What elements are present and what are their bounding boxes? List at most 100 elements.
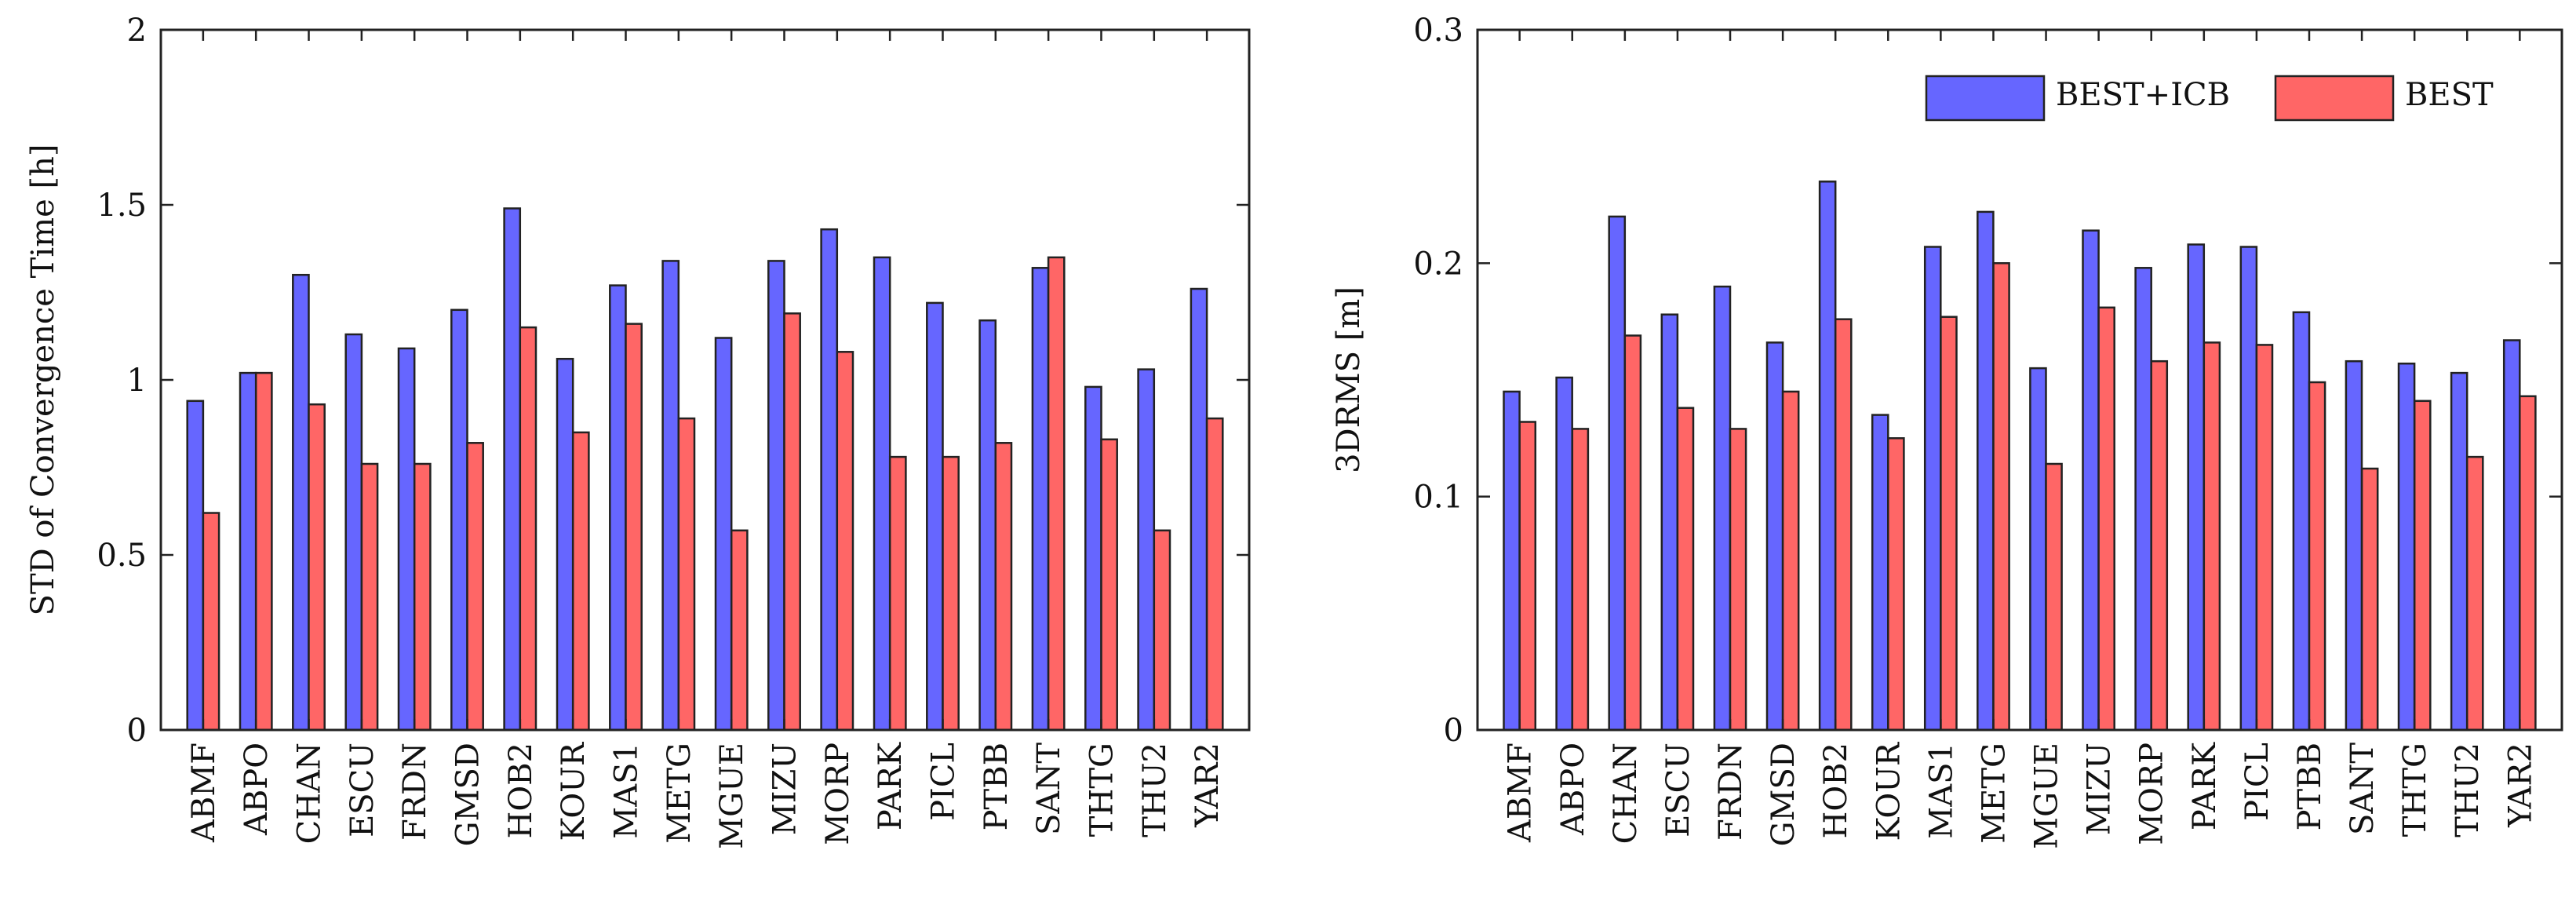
x-tick-label-thu2: THU2 [2450, 743, 2486, 837]
bar-best-picl [2255, 344, 2274, 732]
x-tick-label-sant: SANT [1031, 743, 1067, 835]
axes-frame [1476, 28, 2563, 732]
bar-best-icb-frdn [1713, 285, 1732, 732]
x-tick-label-chan: CHAN [292, 743, 328, 844]
bar-best-icb-morp [2134, 267, 2152, 732]
x-tick-label-thtg: THTG [1084, 743, 1120, 837]
bar-best-gmsd [1781, 390, 1800, 732]
x-tick-label-mizu: MIZU [767, 743, 803, 835]
bar-best-metg [677, 417, 696, 732]
bar-best-icb-kour [556, 357, 574, 732]
x-tick-label-mas1: MAS1 [1923, 743, 1959, 839]
drms-chart: ABMF ABPO CHAN ESCU FRDN GMSD HOB2 KOUR MAS1 METG… [1331, 13, 2563, 849]
bar-best-icb-picl [2239, 246, 2258, 732]
y-axis-title: 3DRMS [m] [1331, 286, 1367, 473]
legend-swatch-best-icb [1925, 75, 2046, 122]
bar-best-abmf [1518, 421, 1537, 732]
bar-best-icb-hob2 [1818, 181, 1837, 732]
bar-best-icb-mizu [767, 260, 785, 732]
bar-best-metg [1992, 262, 2010, 732]
y-tick-label: 0 [127, 713, 147, 749]
bar-best-gmsd [466, 442, 484, 732]
legend-swatch-best [2274, 75, 2395, 122]
y-tick-label: 0.2 [1413, 246, 1463, 282]
bar-best-mgue [2045, 462, 2063, 732]
legend-label-best-icb: BEST+ICB [2056, 77, 2230, 113]
bar-best-icb-abpo [239, 371, 257, 732]
bar-best-picl [942, 455, 960, 732]
x-tick-label-metg: METG [661, 743, 698, 844]
bar-best-chan [308, 403, 326, 732]
x-tick-label-abmf: ABMF [1503, 743, 1539, 843]
bar-best-escu [360, 462, 379, 732]
bar-best-chan [1623, 334, 1642, 732]
bar-best-icb-escu [1660, 313, 1679, 732]
x-tick-label-picl: PICL [2239, 743, 2275, 821]
x-tick-label-yar2: YAR2 [1190, 743, 1226, 828]
bar-best-icb-thtg [1084, 385, 1102, 732]
bar-best-icb-thtg [2397, 362, 2416, 732]
bar-best-mas1 [625, 323, 643, 732]
bar-best-frdn [1729, 428, 1747, 732]
x-tick-label-sant: SANT [2345, 743, 2381, 835]
bar-best-icb-metg [661, 260, 680, 732]
convergence-time-chart: ABMF ABPO CHAN ESCU FRDN GMSD HOB2 KOUR MAS1 METG… [25, 13, 1251, 849]
y-axis-title: STD of Convergence Time [h] [25, 144, 61, 616]
x-tick-label-escu: ESCU [344, 743, 381, 837]
x-tick-label-picl: PICL [926, 743, 962, 821]
bar-best-morp [2150, 359, 2169, 732]
bar-best-mizu [783, 312, 801, 732]
bar-best-mas1 [1940, 316, 1958, 732]
x-tick-label-frdn: FRDN [397, 743, 433, 841]
x-tick-label-ptbb: PTBB [2292, 743, 2328, 830]
x-tick-label-ptbb: PTBB [978, 743, 1015, 830]
bar-best-ptbb [2308, 381, 2326, 732]
y-tick-label: 0.3 [1413, 13, 1463, 49]
x-tick-label-park: PARK [873, 742, 909, 830]
bar-best-thtg [2413, 400, 2432, 732]
x-tick-label-morp: MORP [820, 743, 856, 845]
bar-best-icb-mizu [2082, 229, 2100, 732]
x-tick-label-abpo: ABPO [1555, 743, 1591, 836]
bar-best-icb-yar2 [2502, 339, 2521, 732]
bar-best-icb-park [873, 256, 891, 732]
bar-best-icb-metg [1977, 210, 1995, 732]
legend: BEST+ICB BEST [1925, 75, 2494, 122]
bar-best-icb-thu2 [2450, 371, 2469, 732]
x-tick-label-morp: MORP [2134, 743, 2170, 845]
bar-best-thu2 [1153, 529, 1171, 732]
x-tick-label-gmsd: GMSD [450, 743, 486, 846]
bar-best-kour [1887, 437, 1905, 732]
x-tick-label-park: PARK [2187, 742, 2223, 830]
bar-best-yar2 [1205, 417, 1224, 732]
bar-best-icb-ptbb [978, 319, 997, 732]
bar-best-icb-mas1 [1923, 246, 1942, 732]
bar-best-icb-thu2 [1137, 368, 1156, 732]
bar-best-thtg [1100, 438, 1118, 732]
bar-best-icb-kour [1871, 414, 1889, 732]
bar-best-mizu [2097, 306, 2115, 732]
bar-best-icb-escu [344, 333, 363, 732]
bar-best-park [2203, 341, 2221, 732]
y-tick-label: 2 [127, 13, 147, 49]
bar-best-frdn [413, 462, 432, 732]
bar-best-ptbb [994, 442, 1013, 732]
x-tick-label-escu: ESCU [1660, 743, 1696, 837]
bar-best-abmf [202, 512, 220, 732]
y-tick-label: 1.5 [97, 188, 147, 224]
bar-best-park [888, 455, 907, 732]
x-tick-label-kour: KOUR [556, 741, 592, 841]
bar-best-escu [1676, 407, 1695, 732]
bar-best-icb-chan [292, 273, 310, 732]
bar-best-icb-gmsd [450, 308, 468, 732]
bar-best-icb-sant [2345, 359, 2363, 732]
bar-best-kour [571, 431, 590, 732]
bar-best-icb-mgue [2029, 367, 2047, 732]
x-tick-label-metg: METG [1977, 743, 2013, 844]
bar-best-icb-abpo [1555, 376, 1573, 732]
x-tick-label-yar2: YAR2 [2502, 743, 2538, 828]
x-tick-label-mgue: MGUE [714, 743, 750, 849]
x-tick-label-hob2: HOB2 [1818, 743, 1854, 839]
x-tick-label-chan: CHAN [1608, 743, 1644, 844]
